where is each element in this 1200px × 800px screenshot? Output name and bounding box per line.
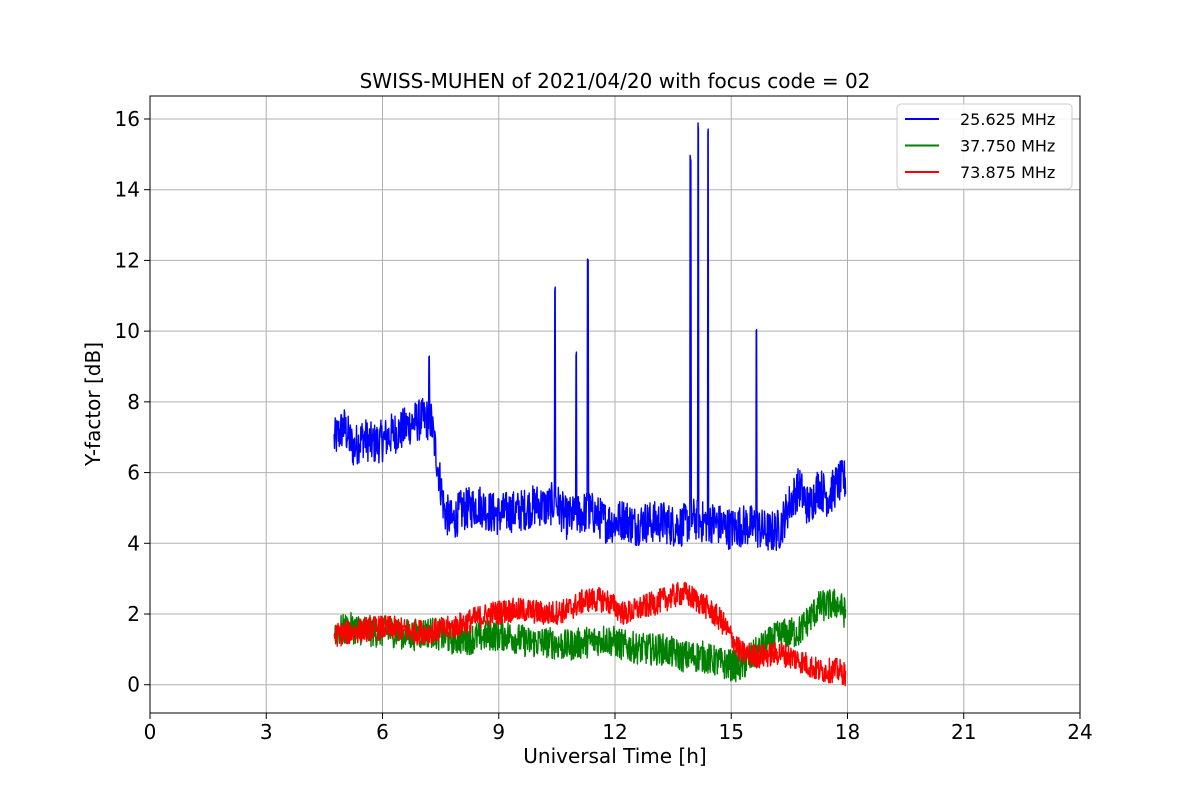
legend-items: 25.625 MHz 37.750 MHz 73.875 MHz <box>905 110 1055 182</box>
x-tick-label: 24 <box>1067 720 1092 744</box>
x-tick-label: 6 <box>376 720 389 744</box>
series-layer <box>333 122 847 687</box>
y-tick-label: 0 <box>127 673 140 697</box>
x-axis: 0 3 6 9 12 15 18 21 24 <box>144 713 1093 744</box>
x-tick-label: 3 <box>260 720 273 744</box>
x-tick-label: 15 <box>719 720 744 744</box>
series-line <box>333 581 847 687</box>
y-tick-label: 16 <box>115 107 140 131</box>
x-tick-label: 21 <box>951 720 976 744</box>
plot-area <box>149 95 1081 714</box>
legend-label: 25.625 MHz <box>960 110 1055 129</box>
legend-box <box>896 103 1073 190</box>
y-axis: 0 2 4 6 8 10 12 14 16 <box>115 107 150 697</box>
x-tick-label: 18 <box>835 720 860 744</box>
y-tick-label: 8 <box>127 390 140 414</box>
y-tick-label: 12 <box>115 248 140 272</box>
series-line <box>333 122 847 552</box>
x-tick-label: 12 <box>602 720 627 744</box>
legend-label: 73.875 MHz <box>960 163 1055 182</box>
x-axis-title: Universal Time [h] <box>523 744 706 768</box>
y-tick-label: 6 <box>127 461 140 485</box>
legend-label: 37.750 MHz <box>960 137 1055 156</box>
y-tick-label: 4 <box>127 531 140 555</box>
y-tick-label: 10 <box>115 319 140 343</box>
chart-title: SWISS-MUHEN of 2021/04/20 with focus cod… <box>360 69 871 93</box>
x-tick-label: 0 <box>144 720 157 744</box>
y-tick-label: 14 <box>115 178 140 202</box>
legend: 25.625 MHz 37.750 MHz 73.875 MHz <box>896 103 1073 190</box>
y-tick-label: 2 <box>127 602 140 626</box>
x-tick-label: 9 <box>492 720 505 744</box>
y-axis-title: Y-factor [dB] <box>81 342 105 467</box>
